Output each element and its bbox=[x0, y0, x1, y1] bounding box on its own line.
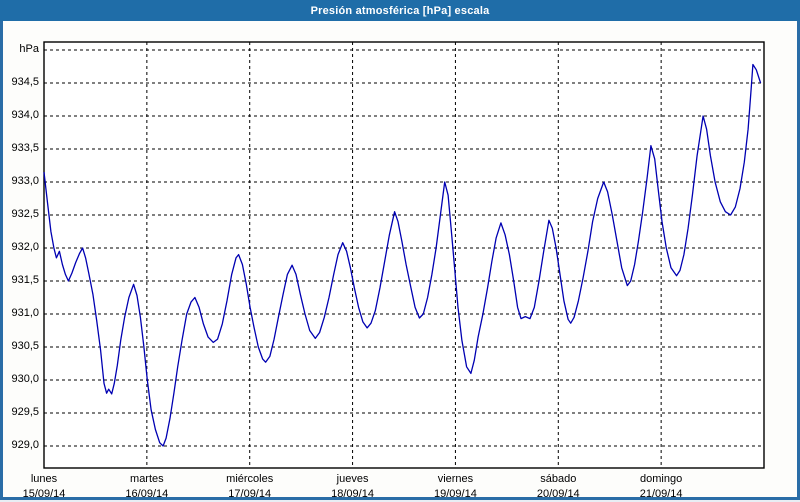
y-axis-unit-label: hPa bbox=[19, 43, 39, 55]
chart-title-bar: Presión atmosférica [hPa] escala bbox=[0, 0, 800, 21]
y-axis-label: 930,5 bbox=[11, 340, 39, 352]
y-axis-label: 934,0 bbox=[11, 109, 39, 121]
y-axis-label: 931,5 bbox=[11, 274, 39, 286]
day-name: martes bbox=[130, 473, 164, 485]
day-date: 19/09/14 bbox=[434, 488, 477, 500]
x-axis-day-label: sábado 20/09/14 bbox=[518, 472, 598, 502]
x-axis-day-label: martes 16/09/14 bbox=[107, 472, 187, 502]
y-axis-label: 930,0 bbox=[11, 373, 39, 385]
x-axis-day-label: lunes 15/09/14 bbox=[4, 472, 84, 502]
day-date: 18/09/14 bbox=[331, 488, 374, 500]
y-axis-label: 932,0 bbox=[11, 241, 39, 253]
day-name: sábado bbox=[540, 473, 577, 485]
day-name: jueves bbox=[336, 473, 369, 485]
day-date: 21/09/14 bbox=[639, 488, 683, 500]
day-name: domingo bbox=[640, 473, 683, 485]
x-axis-day-label: miércoles 17/09/14 bbox=[210, 472, 290, 502]
x-axis-day-label: jueves 18/09/14 bbox=[313, 472, 393, 502]
day-date: 20/09/14 bbox=[536, 488, 580, 500]
y-axis-label: 934,5 bbox=[11, 76, 39, 88]
day-date: 15/09/14 bbox=[22, 488, 66, 500]
y-axis-label: 931,0 bbox=[11, 307, 39, 319]
day-name: viernes bbox=[437, 473, 474, 485]
day-name: lunes bbox=[30, 473, 58, 485]
day-date: 16/09/14 bbox=[125, 488, 169, 500]
y-axis-label: 929,0 bbox=[11, 439, 39, 451]
y-axis-label: 933,5 bbox=[11, 142, 39, 154]
y-axis-label: 932,5 bbox=[11, 208, 39, 220]
y-axis-label: 933,0 bbox=[11, 175, 39, 187]
pressure-line bbox=[43, 63, 762, 447]
x-axis-day-label: viernes 19/09/14 bbox=[415, 472, 495, 502]
day-name: miércoles bbox=[226, 473, 274, 485]
y-axis-label: 929,5 bbox=[11, 406, 39, 418]
chart-title: Presión atmosférica [hPa] escala bbox=[310, 4, 490, 17]
day-date: 17/09/14 bbox=[228, 488, 272, 500]
plot-border bbox=[43, 41, 765, 469]
x-axis-day-label: domingo 21/09/14 bbox=[621, 472, 701, 502]
